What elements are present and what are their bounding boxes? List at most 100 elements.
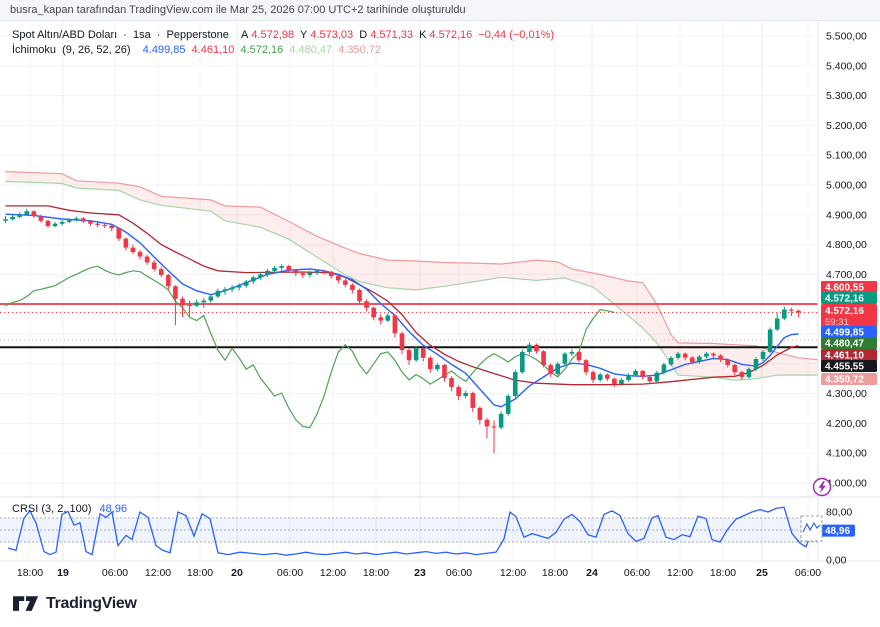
price-axis-scale[interactable] xyxy=(818,21,880,561)
candle xyxy=(335,276,341,281)
candle xyxy=(774,318,780,330)
candle xyxy=(789,309,794,311)
candle xyxy=(399,333,405,351)
candle xyxy=(697,356,702,363)
candle xyxy=(3,219,8,221)
candle xyxy=(597,374,603,380)
candle xyxy=(463,393,468,396)
chart-canvas: 5.500,00 5.400,00 5.300,00 5.200,00 5.100,00… xyxy=(0,21,880,584)
high-value: 4.573,03 xyxy=(310,29,354,41)
candle xyxy=(406,350,412,361)
badge-price-text: 4.572,16 xyxy=(825,306,864,317)
candle xyxy=(10,216,15,220)
crsi-preview-box[interactable] xyxy=(800,515,823,542)
time-tick-label: 06:00 xyxy=(795,567,821,579)
candle xyxy=(711,353,716,356)
price-tick-label: 5.000,00 xyxy=(826,180,867,192)
leadB-line xyxy=(5,171,818,361)
candle xyxy=(484,419,490,427)
candle xyxy=(144,256,150,263)
price-axis-badge xyxy=(821,292,877,304)
leadA-cloud-line xyxy=(5,180,818,381)
candle xyxy=(109,225,114,229)
chikou-line xyxy=(5,265,615,429)
candle xyxy=(187,305,192,307)
candle xyxy=(640,370,645,377)
candle xyxy=(265,270,270,275)
candle xyxy=(88,221,93,224)
quick-trade-button[interactable] xyxy=(812,477,832,497)
chikou-value: 4.572,16 xyxy=(240,44,284,56)
candle xyxy=(668,357,674,365)
price-tick-label: 4.900,00 xyxy=(826,209,867,221)
close-value: 4.572,16 xyxy=(429,29,473,41)
price-tick-label: 4.200,00 xyxy=(826,418,867,430)
candle xyxy=(208,296,214,301)
time-tick-label: 12:00 xyxy=(500,567,526,579)
time-tick-label: 18:00 xyxy=(542,567,568,579)
candle xyxy=(300,273,306,275)
crsi-tick-label: 80,00 xyxy=(826,507,852,519)
price-tick-label: 4.300,00 xyxy=(826,388,867,400)
candle xyxy=(81,218,86,222)
price-tick-label: 4.100,00 xyxy=(826,448,867,460)
time-tick-label: 24 xyxy=(586,567,598,579)
candle xyxy=(456,387,461,396)
candle xyxy=(442,364,447,379)
candle xyxy=(689,357,695,363)
candle xyxy=(562,353,568,364)
candle xyxy=(328,271,334,277)
candle xyxy=(548,364,553,374)
candle xyxy=(59,221,65,224)
candle xyxy=(420,348,426,358)
candle xyxy=(357,289,362,302)
candle xyxy=(555,363,561,374)
candle xyxy=(385,315,391,321)
time-tick-label: 18:00 xyxy=(363,567,389,579)
price-axis-badge xyxy=(821,360,877,372)
time-tick-label: 06:00 xyxy=(624,567,650,579)
ichimoku-legend-row: İchimoku (9, 26, 52, 26) 4.499,85 4.461,… xyxy=(12,43,557,58)
tenkan-line xyxy=(5,213,799,408)
candle xyxy=(180,298,185,306)
candle xyxy=(569,351,575,354)
candle xyxy=(321,270,327,272)
tradingview-logo[interactable]: TradingView xyxy=(13,595,137,613)
candle xyxy=(350,284,355,290)
time-tick-label: 06:00 xyxy=(102,567,128,579)
candle xyxy=(704,353,709,357)
price-axis-badge xyxy=(821,281,877,293)
main-chart-pane[interactable] xyxy=(0,21,818,497)
candle xyxy=(520,351,525,373)
price-tick-label: 4.000,00 xyxy=(826,478,867,490)
provider-label: Pepperstone xyxy=(166,29,229,41)
axis-badges: 4.600,554.572,164.572,1659:314.499,854.4… xyxy=(821,281,877,537)
time-axis: 18:00 19 06:00 12:00 18:00 20 06:00 12:00 18:00 2… xyxy=(17,567,821,579)
footer-bar: TradingView xyxy=(0,584,880,627)
badge-price-text: 4.600,55 xyxy=(825,283,864,294)
candle xyxy=(675,353,681,358)
price-tick-label: 5.300,00 xyxy=(826,90,867,102)
candle xyxy=(576,351,582,361)
candle xyxy=(24,211,30,215)
cloud-fill xyxy=(5,171,818,381)
price-axis-badge xyxy=(821,349,877,361)
candle xyxy=(746,369,752,377)
time-axis-scale[interactable] xyxy=(0,561,880,584)
candle xyxy=(66,220,72,222)
price-tick-label: 5.400,00 xyxy=(826,60,867,72)
open-value: 4.572,98 xyxy=(251,29,295,41)
low-label: D xyxy=(359,29,368,41)
candle xyxy=(364,301,369,308)
candle xyxy=(173,286,178,299)
candle xyxy=(243,281,249,286)
candle xyxy=(31,211,37,217)
tradingview-logo-text: TradingView xyxy=(46,595,137,612)
price-tick-label: 4.800,00 xyxy=(826,239,867,251)
candle xyxy=(491,426,497,428)
symbol-legend-row: Spot Altın/ABD Doları · 1sa · Pepperston… xyxy=(12,29,555,41)
level-lines xyxy=(0,303,818,349)
kijun-value: 4.461,10 xyxy=(191,44,235,56)
candle xyxy=(102,224,107,226)
